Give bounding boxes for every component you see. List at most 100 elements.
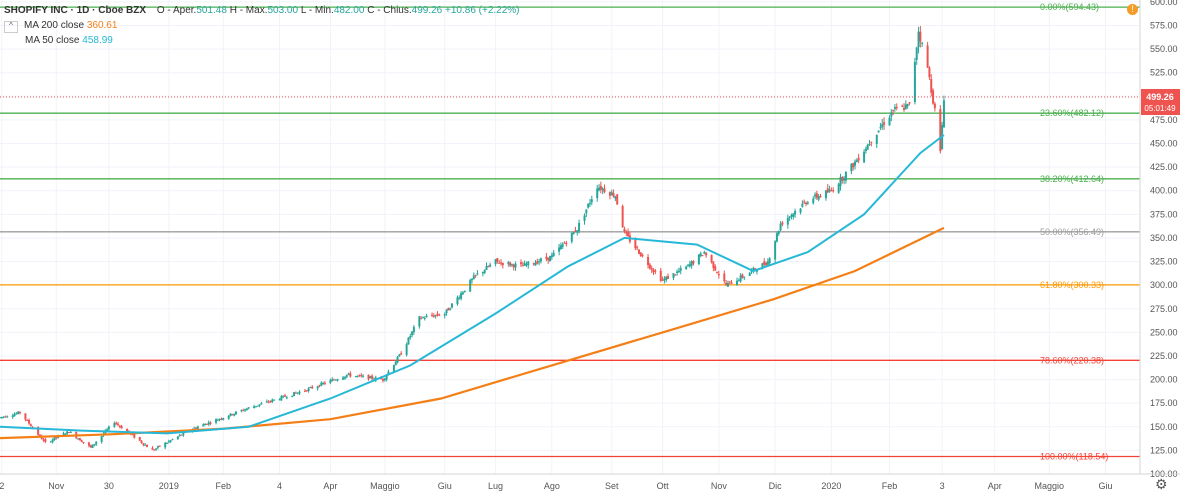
candle-body [654,270,657,272]
candle-body [917,31,920,48]
candle-body [196,426,199,429]
candle-body [369,376,372,379]
x-tick-label: 2020 [821,481,841,491]
candle-body [736,280,739,286]
candle-body [421,317,424,319]
candle-body [712,261,715,268]
candle-body [294,392,297,394]
candle-body [623,228,626,232]
y-tick-label: 350.00 [1150,233,1178,243]
candle-body [647,257,650,266]
candle-body [44,439,47,442]
candle-body [663,278,666,281]
candle-body [291,395,294,397]
candle-body [215,419,218,423]
candle-body [164,442,167,448]
candle-body [138,437,141,441]
candle-body [202,424,205,427]
candle-body [777,230,780,234]
candle-body [510,264,513,266]
candle-body [345,374,348,378]
candle-body [115,422,118,424]
candle-body [725,282,728,286]
x-tick-label: Feb [216,481,232,491]
candle-body [906,104,909,107]
candle-body [519,262,522,265]
candle-body [913,61,916,103]
candle-body [661,279,664,281]
ma50-line [0,134,945,435]
candle-body [659,270,662,281]
candle-body [195,427,198,429]
candle-body [156,446,159,448]
candle-body [890,112,893,117]
candle-body [692,261,695,264]
candle-body [685,266,688,270]
candle-body [895,106,898,108]
candle-body [53,437,56,441]
candle-body [512,264,515,268]
high-label: H - Max. [229,5,268,16]
candle-body [89,445,92,448]
candle-body [222,417,225,420]
candle-body [265,401,268,403]
gear-icon[interactable]: ⚙ [1155,476,1168,492]
x-tick-label: Feb [882,481,898,491]
candle-body [824,190,827,199]
candle-body [245,408,248,411]
candle-body [371,375,374,379]
candle-body [362,375,365,377]
candle-body [697,254,700,265]
candle-body [267,401,270,403]
candle-body [538,261,541,263]
candle-body [703,252,706,254]
y-tick-label: 150.00 [1150,422,1178,432]
candle-body [527,261,530,266]
ma50-row[interactable]: MA 50 close 458.99 [4,33,520,48]
candle-body [323,382,326,384]
y-tick-label: 550.00 [1150,44,1178,54]
candle-body [445,309,448,314]
candle-body [298,391,301,394]
candle-body [472,275,475,280]
x-tick-label: Maggio [1034,481,1064,491]
candle-body [146,445,149,448]
candle-body [674,274,677,276]
candle-body [892,110,895,112]
candle-body [583,215,586,221]
candle-body [599,185,602,190]
candle-body [11,415,14,418]
y-tick-label: 525.00 [1150,68,1178,78]
candle-body [489,264,492,267]
candle-body [476,273,479,275]
candle-body [875,134,878,144]
candle-body [278,399,281,401]
candle-body [481,271,484,274]
ma200-row[interactable]: ^ MA 200 close 360.61 [4,18,520,33]
candle-body [131,434,134,436]
high-value: 503.00 [267,5,299,16]
fib-levels: 0.00%(594.43) 23.60%(482.12) 38.20%(412.64… [0,2,1140,461]
candle-body [387,371,390,375]
candle-body [144,444,147,446]
candle-body [737,280,740,282]
y-tick-label: 250.00 [1150,327,1178,337]
candle-body [788,216,791,218]
candle-body [814,194,817,197]
candle-body [501,262,504,266]
y-tick-label: 300.00 [1150,280,1178,290]
close-value: 499.26 [411,5,443,16]
candle-body [667,276,670,279]
candle-body [852,163,855,168]
ma200-label: MA 200 close [24,20,85,31]
candle-body [790,215,793,217]
symbol-name[interactable]: SHOPIFY INC · 1D · Cboe BZX [4,5,147,16]
candle-body [521,265,524,267]
collapse-icon[interactable]: ^ [4,21,18,33]
candle-body [748,272,751,276]
candle-body [2,416,5,418]
candle-body [903,107,906,110]
alert-icon[interactable]: ! [1127,4,1138,15]
candle-body [837,184,840,193]
